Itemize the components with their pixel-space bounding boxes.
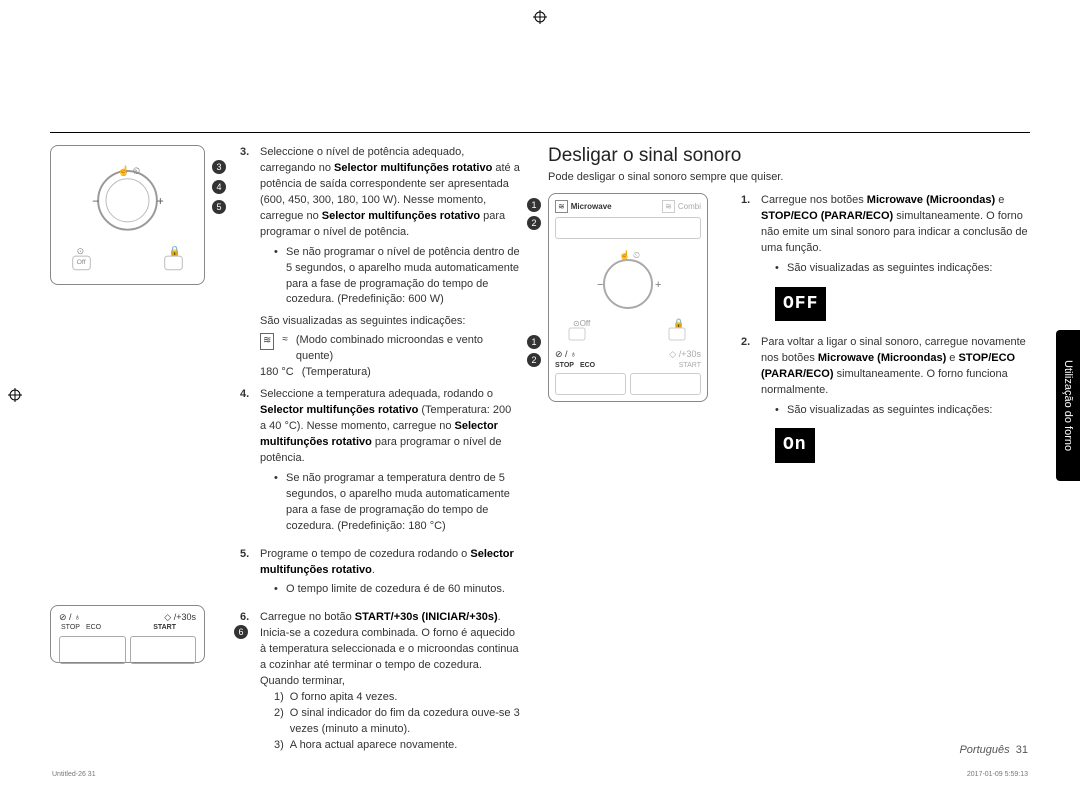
left-text: 3. Seleccione o nível de potência adequa…: [240, 145, 520, 740]
svg-text:+: +: [157, 195, 164, 208]
step-6: 6. Carregue no botão START/+30s (INICIAR…: [240, 610, 520, 753]
footer-lang: Português: [959, 744, 1009, 756]
step-num: 5.: [240, 547, 254, 605]
step-body: Para voltar a ligar o sinal sonoro, carr…: [761, 336, 1026, 396]
crop-mark-top: [533, 10, 547, 24]
step-bullet: O tempo limite de cozedura é de 60 minut…: [274, 582, 520, 598]
sub-t: O forno apita 4 vezes.: [290, 690, 398, 706]
step-num: 2.: [741, 335, 755, 471]
step-bullet: Se não programar a temperatura dentro de…: [274, 471, 520, 535]
sub-k: 2): [274, 706, 284, 738]
dial2-svg: ☝ ⏲ − + ⊙Off 🔒: [563, 244, 693, 344]
r-start-icon: ◇ /+30s: [669, 349, 701, 360]
svg-text:🔒: 🔒: [673, 318, 684, 328]
temp-label: (Temperatura): [302, 365, 371, 381]
svg-text:⊙Off: ⊙Off: [573, 319, 591, 328]
start-stop-diagram: ⊘ / ♁ ◇ /+30s STOP ECO START: [50, 605, 205, 663]
microwave-icon: ≋: [555, 200, 568, 213]
svg-text:−: −: [597, 279, 603, 291]
svg-text:☝: ☝: [118, 164, 130, 177]
start-label: START: [153, 624, 176, 631]
step-num: 4.: [240, 387, 254, 540]
step-body: Seleccione o nível de potência adequado,…: [260, 146, 520, 238]
svg-text:−: −: [92, 195, 99, 208]
stop-eco-icon: ⊘ / ♁: [59, 612, 81, 623]
sub-t: A hora actual aparece novamente.: [290, 738, 458, 754]
r-step-2: 2. Para voltar a ligar o sinal sonoro, c…: [741, 335, 1030, 471]
r-badge-1: 1: [527, 198, 541, 212]
r-badge-2: 2: [527, 216, 541, 230]
badge-3: 3: [212, 160, 226, 174]
footer-meta-right: 2017-01-09 5:59:13: [967, 771, 1028, 778]
r-start-label: START: [679, 362, 701, 369]
temp-value: 180 °C: [260, 365, 294, 381]
header-rule: [50, 132, 1030, 133]
svg-text:⊙: ⊙: [77, 246, 84, 256]
step-body: Carregue no botão START/+30s (INICIAR/+3…: [260, 611, 519, 687]
svg-text:☝: ☝: [619, 249, 630, 261]
footer-num: 31: [1016, 744, 1028, 756]
display-on: On: [775, 428, 815, 462]
stop-label: STOP: [61, 624, 80, 631]
r-badge-b2: 2: [527, 353, 541, 367]
badge-4: 4: [212, 180, 226, 194]
display-off: OFF: [775, 287, 826, 321]
step-num: 1.: [741, 193, 755, 329]
r-eco-label: ECO: [580, 362, 595, 369]
step-body: Seleccione a temperatura adequada, rodan…: [260, 388, 511, 464]
footer-meta-left: Untitled-26 31: [52, 771, 96, 778]
step-5: 5. Programe o tempo de cozedura rodando …: [240, 547, 520, 605]
mode-icon2: ≈: [282, 333, 288, 348]
r-combi-label: Combi: [678, 202, 701, 211]
page-content: ☝ ⏲ − + ⊙ Off 🔒 3 4 5: [50, 145, 1030, 740]
left-column: ☝ ⏲ − + ⊙ Off 🔒 3 4 5: [50, 145, 520, 740]
svg-text:Off: Off: [77, 259, 86, 266]
r-stop-label: STOP: [555, 362, 574, 369]
left-diagrams: ☝ ⏲ − + ⊙ Off 🔒 3 4 5: [50, 145, 240, 740]
step-after: São visualizadas as seguintes indicações…: [260, 314, 520, 330]
svg-text:⏲: ⏲: [132, 166, 140, 177]
section-title: Desligar o sinal sonoro: [548, 145, 1030, 167]
r-stop-icon: ⊘ / ♁: [555, 349, 577, 360]
start-30s-label: ◇ /+30s: [164, 612, 196, 623]
svg-text:🔒: 🔒: [169, 245, 181, 257]
right-diagram: 1 2 ≋ Microwave ≋ Combi: [548, 193, 723, 477]
step-body: Carregue nos botões Microwave (Microonda…: [761, 194, 1028, 254]
right-text: 1. Carregue nos botões Microwave (Microo…: [741, 193, 1030, 477]
sub-k: 1): [274, 690, 284, 706]
section-subtitle: Pode desligar o sinal sonoro sempre que …: [548, 171, 1030, 183]
r-microwave-label: Microwave: [571, 202, 612, 211]
step-bullet: São visualizadas as seguintes indicações…: [775, 261, 1030, 277]
mode-desc: (Modo combinado microondas e vento quent…: [296, 333, 520, 365]
mode-icon: ≋: [260, 333, 274, 350]
step-3: 3. Seleccione o nível de potência adequa…: [240, 145, 520, 381]
svg-text:⏲: ⏲: [633, 250, 640, 260]
footer-page: Português 31: [959, 744, 1028, 756]
sub-k: 3): [274, 738, 284, 754]
step-num: 3.: [240, 145, 254, 381]
right-column: Desligar o sinal sonoro Pode desligar o …: [548, 145, 1030, 740]
step-bullet: Se não programar o nível de potência den…: [274, 245, 520, 309]
badge-6: 6: [234, 625, 248, 639]
side-tab: Utilização do forno: [1056, 330, 1080, 481]
step-bullet: São visualizadas as seguintes indicações…: [775, 403, 1030, 419]
svg-text:+: +: [655, 279, 661, 291]
step-4: 4. Seleccione a temperatura adequada, ro…: [240, 387, 520, 540]
dial-svg: ☝ ⏲ − + ⊙ Off 🔒: [59, 154, 196, 276]
sub-t: O sinal indicador do fim da cozedura ouv…: [290, 706, 520, 738]
combi-icon: ≋: [662, 200, 675, 213]
r-badge-b1: 1: [527, 335, 541, 349]
crop-mark-left: [8, 388, 22, 402]
r-step-1: 1. Carregue nos botões Microwave (Microo…: [741, 193, 1030, 329]
badge-5: 5: [212, 200, 226, 214]
eco-label: ECO: [86, 624, 101, 631]
step-body: Programe o tempo de cozedura rodando o S…: [260, 548, 514, 576]
dial-diagram: ☝ ⏲ − + ⊙ Off 🔒 3 4 5: [50, 145, 205, 285]
